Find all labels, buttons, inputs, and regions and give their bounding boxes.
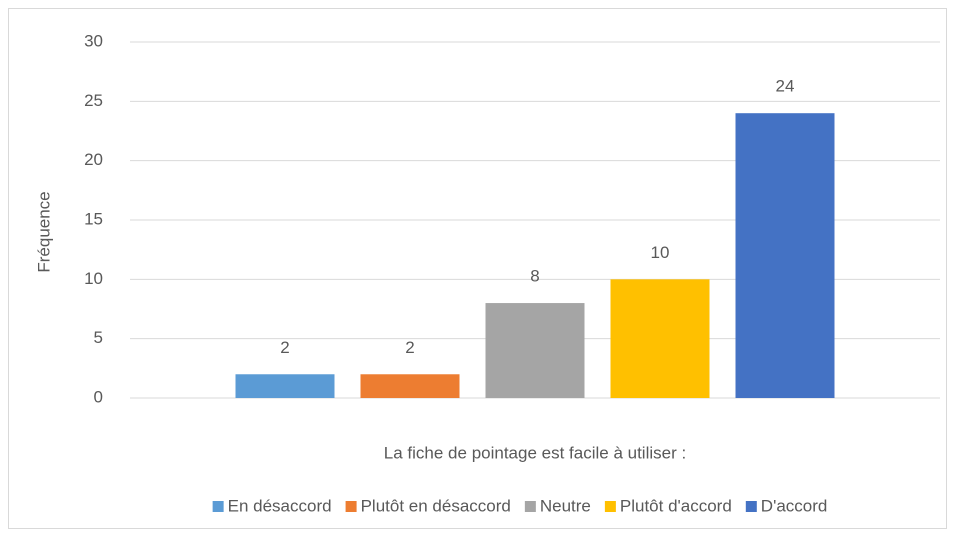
legend-label: Plutôt en désaccord [361, 496, 511, 515]
y-tick-label: 5 [94, 328, 103, 347]
bar [235, 374, 335, 398]
bar [485, 303, 585, 398]
legend-label: En désaccord [228, 496, 332, 515]
data-label: 2 [405, 338, 414, 357]
y-tick-label: 30 [84, 31, 103, 50]
y-tick-label: 15 [84, 209, 103, 228]
data-label: 10 [651, 243, 670, 262]
legend-swatch [345, 501, 357, 512]
y-axis-title: Fréquence [34, 191, 53, 272]
x-tick-label: La fiche de pointage est facile à utilis… [384, 443, 686, 462]
data-label: 8 [530, 267, 539, 286]
y-tick-label: 0 [94, 387, 103, 406]
legend-label: Plutôt d'accord [620, 496, 732, 515]
data-label: 24 [776, 77, 795, 96]
bar [735, 113, 835, 398]
data-label: 2 [280, 338, 289, 357]
legend-label: D'accord [761, 496, 828, 515]
y-tick-label: 20 [84, 150, 103, 169]
bar [360, 374, 460, 398]
legend-swatch [524, 501, 536, 512]
legend-swatch [212, 501, 224, 512]
legend-label: Neutre [540, 496, 591, 515]
legend-swatch [745, 501, 757, 512]
y-tick-label: 10 [84, 269, 103, 288]
legend-swatch [604, 501, 616, 512]
y-tick-label: 25 [84, 91, 103, 110]
bar [610, 279, 710, 398]
